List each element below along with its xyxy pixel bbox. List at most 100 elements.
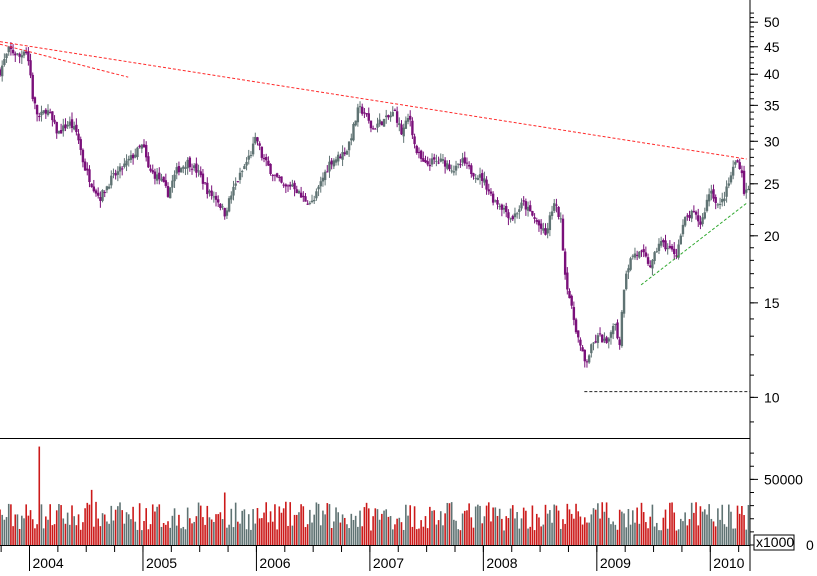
candle [629, 256, 632, 272]
candle-body [478, 174, 482, 178]
volume-bar [631, 510, 634, 545]
candle-body [677, 244, 680, 258]
candle-body [725, 186, 728, 197]
volume-bar [25, 504, 27, 545]
candle [747, 185, 750, 191]
volume-bar [287, 525, 289, 545]
candle [690, 209, 693, 223]
volume-bar [695, 502, 697, 545]
volume-bar [361, 526, 364, 545]
volume-bar [677, 529, 680, 545]
candle-body [574, 319, 578, 333]
candle-body [116, 171, 120, 175]
candle [171, 175, 174, 193]
volume-bar [363, 507, 366, 545]
volume-bar [348, 528, 350, 545]
candle [439, 153, 442, 163]
candle [286, 184, 290, 192]
candle [585, 359, 589, 368]
candle [223, 207, 226, 220]
candle [710, 184, 713, 201]
candle [184, 161, 187, 176]
candle [197, 164, 200, 177]
volume-bar [197, 502, 200, 545]
candle [245, 157, 248, 171]
volume-bar [367, 508, 370, 545]
candle-body [550, 211, 554, 217]
candle-body [147, 156, 150, 168]
volume-bar [34, 528, 36, 545]
candle-body [278, 176, 281, 178]
candle-body [631, 255, 634, 257]
candle-body [705, 199, 709, 211]
volume-bar [261, 518, 263, 545]
volume-bar [53, 524, 56, 545]
volume-bar [649, 516, 652, 545]
candle [505, 202, 508, 218]
candle [675, 248, 678, 260]
candle [502, 204, 506, 214]
candle-body [321, 177, 325, 182]
candle-body [151, 170, 154, 173]
candle-body [690, 210, 693, 219]
candle [332, 158, 336, 169]
candle-body [382, 118, 386, 127]
candle-body [107, 186, 111, 189]
candle-body [195, 163, 198, 173]
volume-bar [743, 515, 745, 545]
candle [454, 160, 458, 176]
volume-bar [468, 503, 470, 545]
candle [644, 246, 648, 258]
candle-body [395, 111, 399, 123]
volume-bar [357, 526, 359, 545]
candle [101, 189, 104, 203]
candle-body [332, 160, 336, 167]
candle [254, 132, 257, 145]
candle-body [105, 186, 109, 191]
candle-body [254, 136, 257, 144]
volume-bar [381, 513, 383, 545]
volume-bar [167, 521, 169, 545]
candle [616, 319, 619, 340]
volume-bar [130, 519, 132, 545]
candle [553, 199, 556, 213]
candle-body [581, 347, 584, 352]
candle-body [22, 51, 26, 56]
volume-bar [108, 523, 110, 545]
candle-body [688, 214, 691, 218]
candle-body [177, 166, 181, 173]
volume-bar [474, 506, 477, 545]
candle-body [0, 65, 4, 77]
volume-bar [535, 513, 538, 545]
candle-body [716, 204, 720, 206]
candle [46, 104, 50, 117]
candle-body [387, 115, 390, 118]
candle-body [376, 123, 379, 128]
candle-body [328, 161, 331, 172]
candle-body [280, 176, 283, 183]
candle-body [450, 170, 453, 172]
volume-bar [738, 513, 741, 545]
candle-body [703, 212, 706, 219]
candle-body [345, 150, 349, 155]
volume-bar [422, 526, 425, 545]
candle [107, 183, 111, 190]
volume-bar [280, 512, 283, 545]
volume-bar [156, 506, 158, 545]
candle-body [441, 159, 445, 161]
candle-body [472, 173, 475, 177]
volume-bar [481, 523, 484, 545]
volume-bar [551, 522, 553, 545]
candle-body [29, 60, 32, 76]
y-tick-label: 45 [764, 39, 780, 55]
candle [192, 163, 196, 172]
candle [48, 108, 52, 114]
candle-body [44, 109, 48, 114]
candle-body [90, 183, 93, 187]
candle [114, 169, 117, 180]
volume-bar [88, 504, 91, 545]
volume-bar [69, 524, 71, 545]
volume-bar [405, 504, 407, 545]
candle [249, 151, 253, 159]
volume-bar [723, 524, 726, 545]
